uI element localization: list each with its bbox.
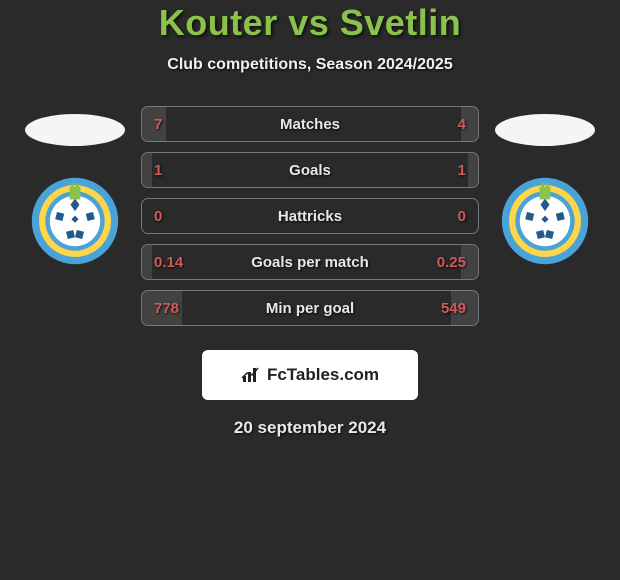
stat-right-value: 0 — [458, 208, 466, 225]
stat-row-min-per-goal: 778 Min per goal 549 — [141, 290, 479, 326]
infographic-container: Kouter vs Svetlin Club competitions, Sea… — [0, 0, 620, 438]
stats-column: 7 Matches 4 1 Goals 1 0 Hattricks 0 — [135, 106, 485, 336]
brand-box[interactable]: FcTables.com — [202, 350, 418, 400]
stat-right-value: 4 — [458, 116, 466, 133]
left-player-silhouette — [25, 114, 125, 146]
stat-right-value: 0.25 — [437, 254, 466, 271]
left-club-logo — [30, 176, 120, 266]
brand-label: FcTables.com — [267, 365, 379, 385]
chart-icon — [241, 366, 261, 384]
stat-row-goals: 1 Goals 1 — [141, 152, 479, 188]
stat-row-hattricks: 0 Hattricks 0 — [141, 198, 479, 234]
page-title: Kouter vs Svetlin — [0, 2, 620, 44]
date-line: 20 september 2024 — [0, 418, 620, 438]
content-row: 7 Matches 4 1 Goals 1 0 Hattricks 0 — [0, 106, 620, 336]
right-player-col — [485, 106, 605, 266]
page-subtitle: Club competitions, Season 2024/2025 — [0, 56, 620, 74]
stat-row-goals-per-match: 0.14 Goals per match 0.25 — [141, 244, 479, 280]
stat-label: Goals — [142, 162, 478, 179]
stat-label: Hattricks — [142, 208, 478, 225]
stat-row-matches: 7 Matches 4 — [141, 106, 479, 142]
stat-label: Min per goal — [142, 300, 478, 317]
stat-right-value: 1 — [458, 162, 466, 179]
stat-label: Matches — [142, 116, 478, 133]
left-player-col — [15, 106, 135, 266]
stat-right-value: 549 — [441, 300, 466, 317]
stat-label: Goals per match — [142, 254, 478, 271]
right-club-logo — [500, 176, 590, 266]
right-player-silhouette — [495, 114, 595, 146]
